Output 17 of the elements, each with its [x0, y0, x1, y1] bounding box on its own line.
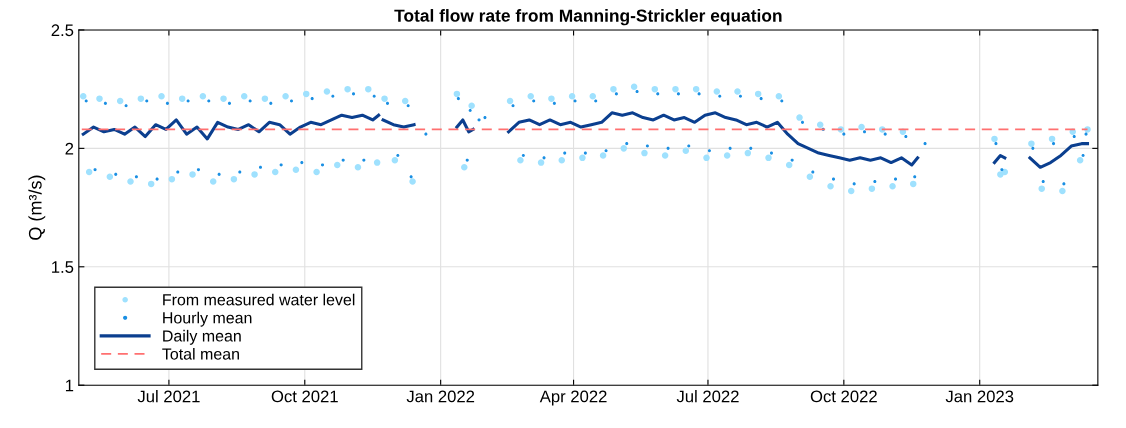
legend-label: Total mean — [162, 347, 239, 360]
x-tick-label: Apr 2022 — [539, 390, 607, 406]
chart-title: Total flow rate from Manning-Strickler equation — [394, 9, 782, 26]
legend-label: Hourly mean — [163, 311, 252, 327]
y-tick-label: 2.5 — [51, 24, 74, 37]
x-tick-label: Jul 2022 — [676, 390, 739, 403]
y-tick-label: 2 — [65, 142, 74, 155]
y-axis-title: Q (m³/s) — [28, 175, 46, 240]
x-tick-label: Jul 2021 — [137, 390, 200, 403]
legend-label: From measured water level — [163, 293, 355, 306]
legend-label: Daily mean — [163, 329, 241, 345]
x-tick-label: Jan 2022 — [406, 390, 475, 403]
y-tick-label: 1.5 — [52, 261, 74, 273]
x-tick-label: Oct 2021 — [271, 390, 338, 403]
y-tick-label: 1 — [65, 379, 74, 392]
x-tick-label: Jan 2023 — [945, 390, 1014, 403]
x-tick-label: Oct 2022 — [810, 390, 877, 403]
